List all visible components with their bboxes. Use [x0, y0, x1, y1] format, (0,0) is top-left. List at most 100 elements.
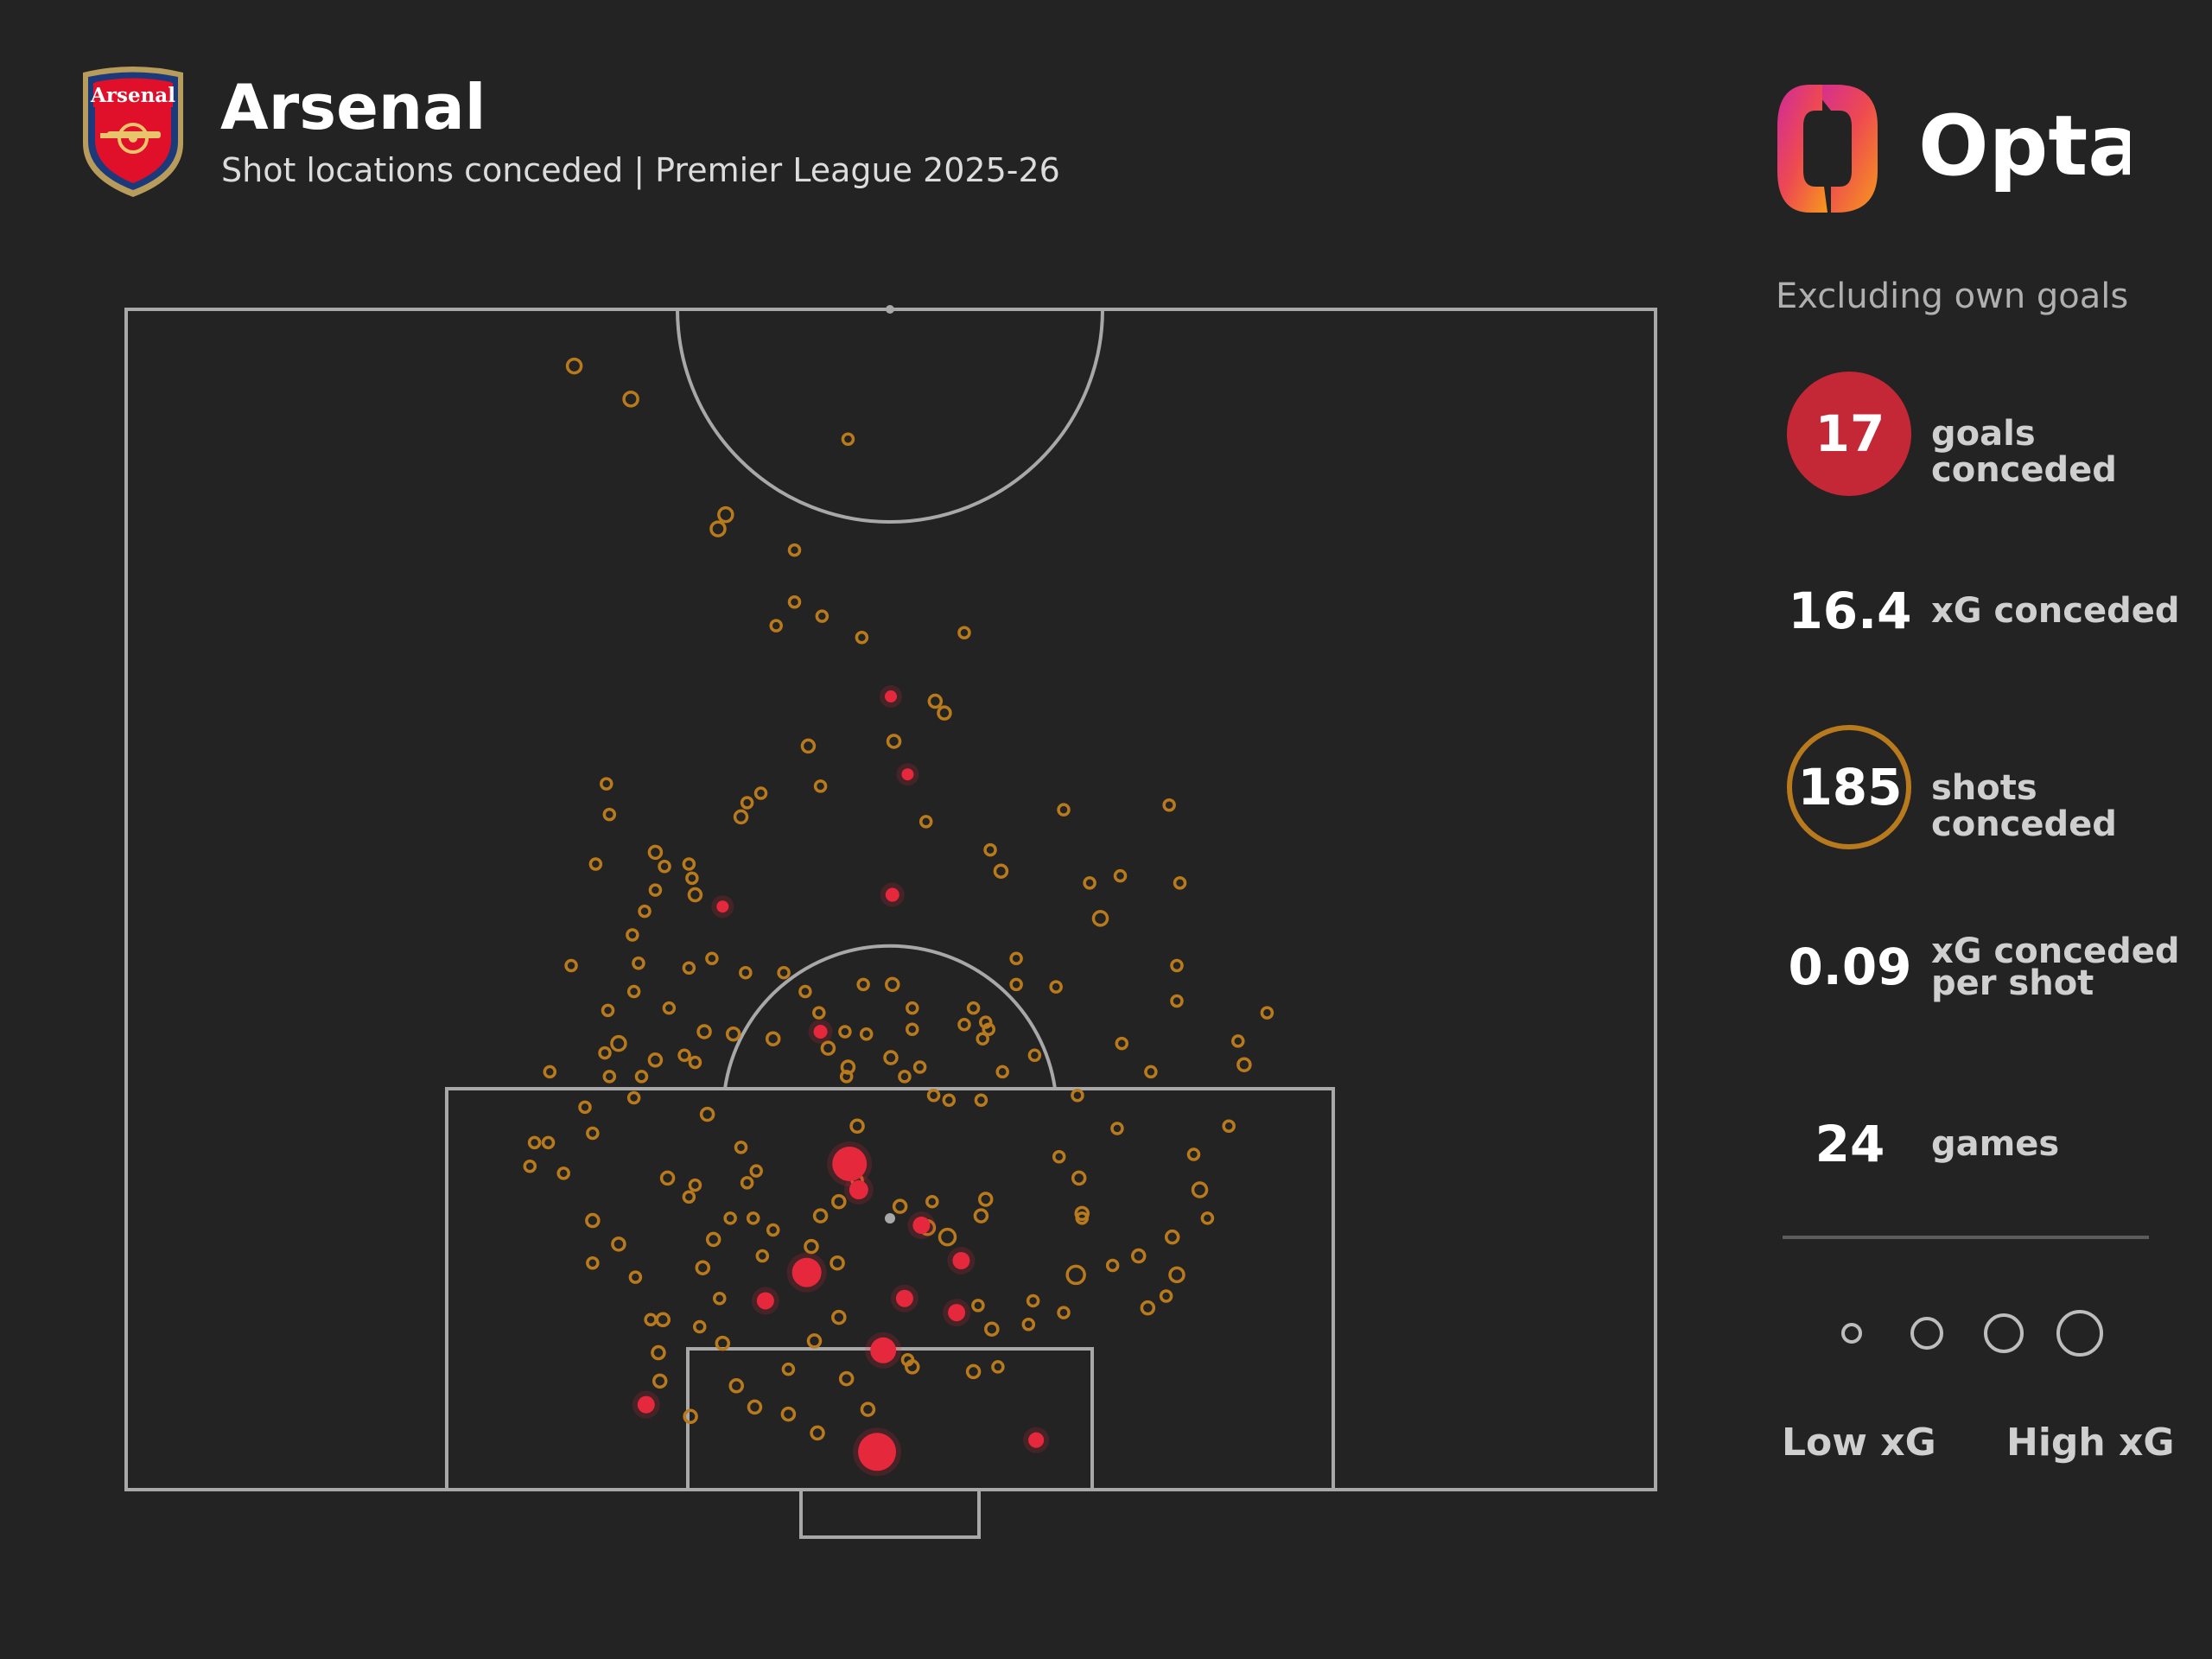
shot-marker-45 — [965, 1363, 982, 1380]
shot-marker-70 — [628, 1270, 643, 1284]
shot-marker-163 — [600, 777, 613, 791]
shot-marker-24 — [1170, 958, 1184, 973]
shot-marker-94 — [586, 1126, 600, 1141]
shot-marker-21 — [1113, 868, 1128, 883]
shot-marker-119 — [859, 1027, 874, 1041]
shot-marker-154 — [648, 883, 663, 897]
shot-marker-97 — [598, 1046, 612, 1060]
shot-marker-165 — [588, 857, 603, 871]
shot-marker-80 — [812, 1208, 829, 1224]
goal-marker-2 — [885, 887, 899, 902]
shot-marker-46 — [971, 1299, 985, 1313]
shot-marker-117 — [976, 1032, 989, 1046]
centre-spot — [886, 305, 894, 314]
shot-marker-91 — [527, 1135, 542, 1150]
shot-marker-141 — [906, 1001, 919, 1015]
page-title: Arsenal — [220, 71, 486, 143]
shot-marker-85 — [749, 1164, 763, 1178]
shot-marker-25 — [1170, 994, 1184, 1008]
shot-marker-102 — [696, 1024, 712, 1039]
shot-marker-66 — [659, 1170, 676, 1186]
shot-marker-110 — [926, 1089, 941, 1103]
shot-marker-14 — [918, 815, 933, 829]
goal-marker-14 — [858, 1433, 897, 1471]
shot-marker-152 — [682, 857, 696, 871]
shot-marker-67 — [611, 1236, 626, 1252]
shot-marker-129 — [977, 1192, 994, 1207]
shot-marker-148 — [705, 951, 719, 966]
goal-marker-7 — [912, 1217, 931, 1235]
shot-marker-161 — [800, 738, 817, 754]
shot-marker-108 — [912, 1060, 927, 1074]
shots-label: shots conceded — [1931, 768, 2117, 844]
shot-marker-167 — [638, 904, 652, 918]
shot-marker-3 — [709, 520, 727, 537]
legend-circle-l — [2056, 1310, 2103, 1357]
shot-marker-137 — [1049, 980, 1063, 994]
goal-marker-11 — [895, 1289, 913, 1307]
shot-marker-31 — [1200, 1211, 1215, 1225]
shot-marker-135 — [1144, 1065, 1158, 1079]
shot-marker-143 — [856, 977, 870, 992]
shot-marker-54 — [747, 1399, 763, 1415]
arsenal-crest-icon: Arsenal — [83, 67, 183, 197]
shot-marker-57 — [651, 1344, 666, 1361]
shot-marker-12 — [886, 734, 902, 749]
shot-marker-58 — [655, 1312, 671, 1328]
exclusion-note: Excluding own goals — [1776, 276, 2129, 316]
shot-marker-43 — [1026, 1294, 1040, 1308]
shot-marker-34 — [1168, 1266, 1185, 1284]
shot-marker-103 — [725, 1026, 741, 1042]
shot-marker-95 — [602, 1070, 617, 1084]
shot-marker-5 — [787, 543, 802, 557]
shot-marker-132 — [1071, 1089, 1084, 1103]
legend-circle-s — [1910, 1317, 1943, 1350]
shot-marker-118 — [906, 1022, 919, 1037]
shots-value: 185 — [1797, 758, 1903, 817]
shot-marker-81 — [831, 1193, 847, 1210]
shot-marker-109 — [898, 1070, 912, 1084]
shot-marker-171 — [632, 957, 645, 970]
shot-marker-74 — [728, 1378, 744, 1394]
shot-marker-63 — [723, 1211, 737, 1225]
shot-marker-134 — [1075, 1211, 1089, 1225]
shot-marker-139 — [966, 1001, 981, 1015]
shot-marker-87 — [699, 1106, 715, 1122]
shot-marker-49 — [900, 1352, 915, 1367]
shot-marker-28 — [1236, 1057, 1252, 1072]
shot-marker-26 — [1260, 1006, 1274, 1020]
shot-marker-76 — [806, 1333, 823, 1349]
shot-marker-17 — [1057, 803, 1071, 817]
goal-frame — [799, 1488, 981, 1539]
shot-marker-78 — [830, 1255, 845, 1271]
page-subtitle: Shot locations conceded | Premier League… — [221, 151, 1060, 189]
shot-marker-75 — [781, 1362, 796, 1376]
shots-layer — [523, 357, 1274, 1441]
shot-marker-99 — [647, 1052, 664, 1068]
shot-marker-155 — [647, 844, 664, 861]
shot-marker-10 — [957, 626, 971, 640]
xg-label: xG conceded — [1931, 591, 2180, 631]
shot-marker-40 — [1065, 1264, 1086, 1286]
shot-marker-41 — [1057, 1306, 1071, 1319]
goal-marker-15 — [637, 1395, 655, 1414]
shot-marker-162 — [813, 779, 828, 793]
shot-marker-113 — [1027, 1048, 1042, 1063]
shot-marker-42 — [1021, 1318, 1036, 1332]
shot-marker-2 — [841, 432, 855, 447]
shot-marker-39 — [1074, 1205, 1090, 1222]
shot-marker-77 — [831, 1309, 847, 1325]
shot-marker-136 — [1115, 1036, 1129, 1051]
shot-marker-83 — [755, 1249, 770, 1263]
shot-marker-15 — [983, 842, 997, 857]
shot-marker-19 — [1083, 876, 1096, 890]
shot-marker-166 — [626, 928, 639, 942]
centre-circle-arc — [676, 308, 1104, 524]
shot-marker-9 — [855, 630, 869, 645]
shot-marker-124 — [892, 1198, 908, 1214]
shot-marker-170 — [626, 984, 641, 999]
xg-per-shot-label-line1: xG conceded — [1931, 931, 2180, 971]
shot-marker-140 — [957, 1018, 971, 1032]
shot-marker-71 — [644, 1313, 658, 1327]
shot-marker-16 — [993, 863, 1009, 879]
